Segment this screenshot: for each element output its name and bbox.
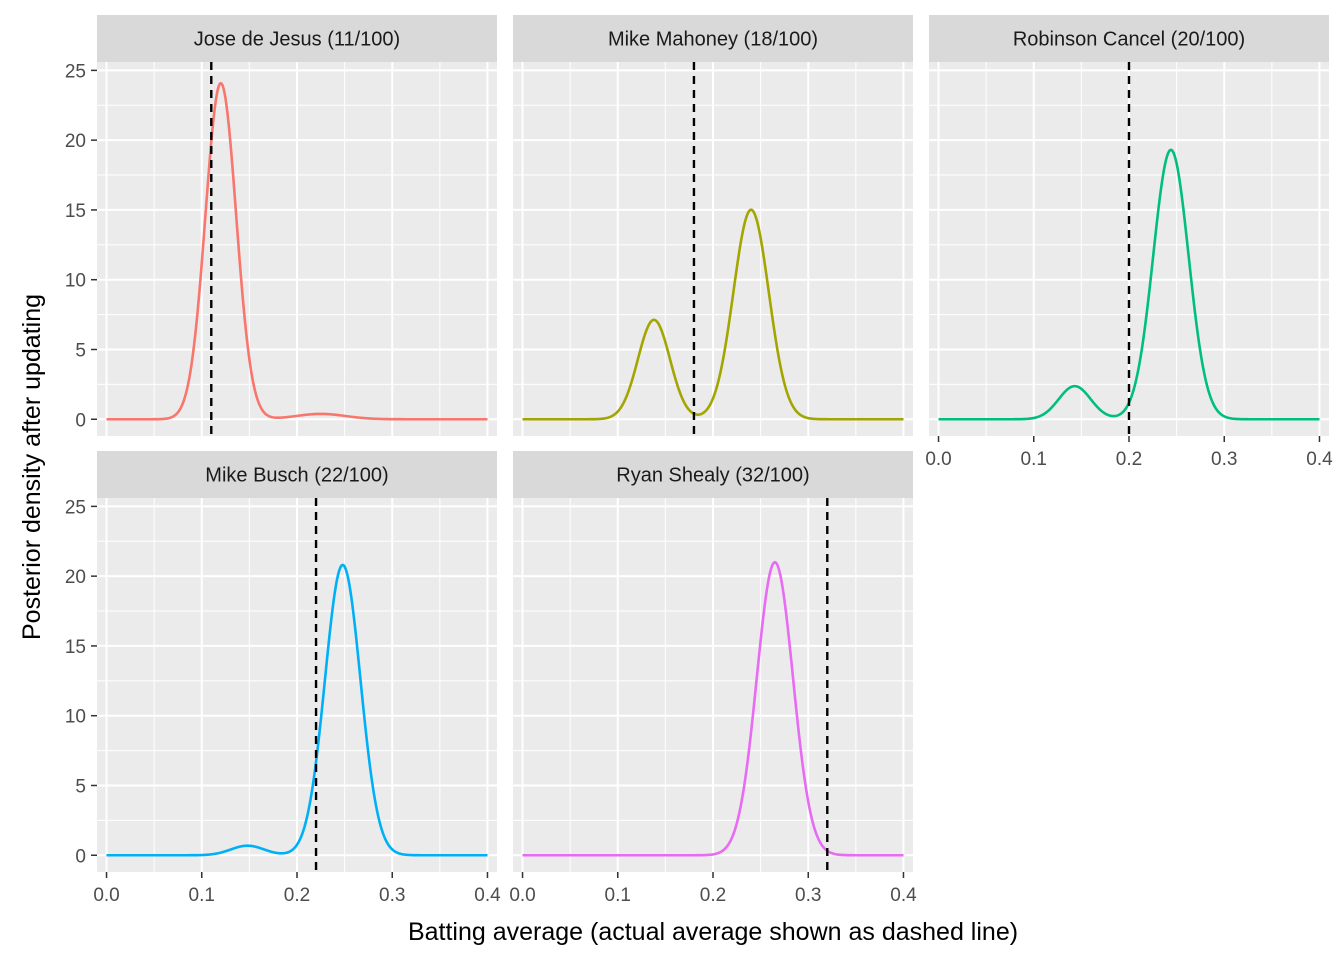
x-tick-label: 0.0	[925, 449, 951, 470]
facet-panel: Mike Mahoney (18/100)	[513, 15, 913, 436]
y-tick-label: 15	[65, 637, 86, 658]
facet-panel: Jose de Jesus (11/100) 0 5 10 15 20 25	[65, 15, 497, 436]
x-tick-label: 0.3	[795, 885, 821, 906]
y-tick-label: 0	[75, 410, 86, 431]
y-tick-label: 5	[75, 340, 86, 361]
posterior-density-curve	[106, 81, 488, 421]
x-tick-label: 0.4	[1306, 449, 1333, 470]
x-tick-label: 0.4	[474, 885, 501, 906]
y-tick-label: 20	[65, 567, 86, 588]
y-tick-label: 0	[75, 846, 86, 867]
facet-strip-title: Robinson Cancel (20/100)	[1013, 29, 1245, 51]
y-tick-label: 10	[65, 707, 86, 728]
posterior-density-curve	[522, 560, 904, 857]
y-tick-label: 25	[65, 497, 86, 518]
x-tick-label: 0.4	[890, 885, 917, 906]
facet-strip	[929, 15, 1329, 62]
x-axis-title: Batting average (actual average shown as…	[408, 918, 1018, 946]
x-tick-label: 0.3	[379, 885, 405, 906]
x-tick-label: 0.1	[1021, 449, 1047, 470]
x-tick-label: 0.1	[605, 885, 631, 906]
facet-strip	[513, 15, 913, 62]
y-tick-label: 15	[65, 201, 86, 222]
panels-layer: Jose de Jesus (11/100) 0 5 10 15 20 25 Mike Mah…	[65, 15, 1333, 906]
posterior-density-curve	[106, 563, 488, 857]
x-tick-label: 0.2	[1116, 449, 1142, 470]
x-tick-label: 0.1	[189, 885, 215, 906]
y-tick-label: 20	[65, 131, 86, 152]
x-tick-label: 0.2	[284, 885, 310, 906]
y-tick-label: 25	[65, 61, 86, 82]
facet-strip	[513, 451, 913, 498]
x-tick-label: 0.0	[509, 885, 535, 906]
facet-strip-title: Jose de Jesus (11/100)	[194, 29, 400, 51]
x-tick-label: 0.2	[700, 885, 726, 906]
y-tick-label: 10	[65, 271, 86, 292]
facet-strip	[97, 451, 497, 498]
facet-strip	[97, 15, 497, 62]
facet-strip-title: Mike Busch (22/100)	[205, 465, 388, 487]
facet-strip-title: Ryan Shealy (32/100)	[616, 465, 809, 487]
x-tick-label: 0.3	[1211, 449, 1237, 470]
x-tick-label: 0.0	[93, 885, 119, 906]
y-axis-title: Posterior density after updating	[18, 294, 46, 640]
facet-panel: Mike Busch (22/100) 0 5 10 15 20 25 0.0 0.1 0.2 0.…	[65, 451, 501, 906]
facet-strip-title: Mike Mahoney (18/100)	[608, 29, 818, 51]
facet-panel: Ryan Shealy (32/100) 0.0 0.1 0.2 0.3 0.4	[509, 451, 917, 906]
posterior-density-curve	[522, 208, 904, 421]
facet-panel: Robinson Cancel (20/100) 0.0 0.1 0.2 0.3 0.4	[925, 15, 1333, 470]
y-tick-label: 5	[75, 776, 86, 797]
